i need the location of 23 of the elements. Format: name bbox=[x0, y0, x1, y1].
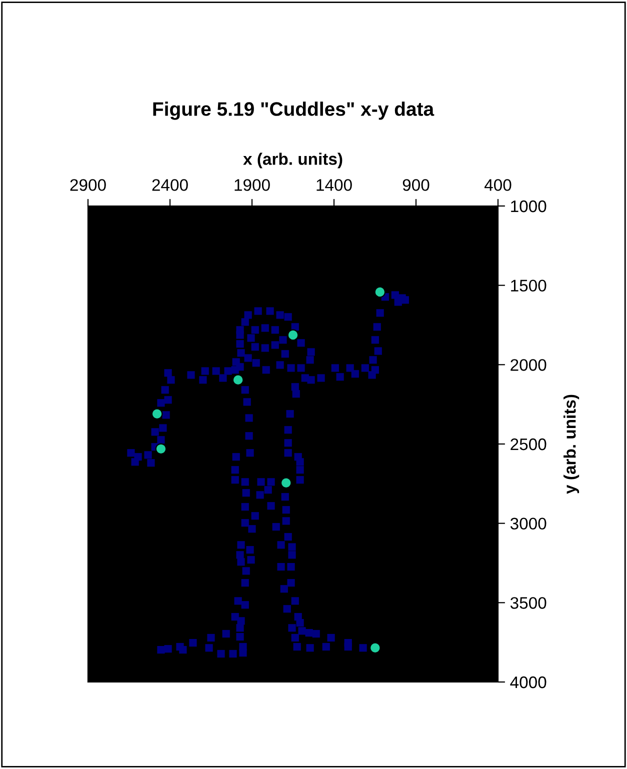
y-tick-label: 1500 bbox=[511, 280, 546, 292]
y-axis-title: y (arb. units) bbox=[564, 394, 580, 494]
point bbox=[374, 286, 386, 298]
y-tick-label: 2500 bbox=[510, 438, 546, 450]
chart-title: Figure 5.19 "Cuddles" x-y data bbox=[153, 102, 434, 120]
x-axis-title: x (arb. units) bbox=[243, 152, 342, 168]
y-tick-label: 3500 bbox=[510, 597, 546, 609]
point bbox=[155, 443, 167, 455]
point bbox=[232, 374, 244, 386]
x-tick-label: 2400 bbox=[152, 179, 188, 191]
y-tick-label: 3000 bbox=[510, 518, 546, 530]
x-tick-label: 2900 bbox=[70, 179, 106, 191]
point bbox=[369, 642, 381, 654]
x-tick-label: 1400 bbox=[316, 179, 352, 191]
x-tick-label: 900 bbox=[402, 179, 430, 191]
point bbox=[280, 477, 292, 489]
point bbox=[151, 408, 163, 420]
y-tick-label: 1000 bbox=[511, 200, 546, 212]
x-tick-label: 400 bbox=[484, 179, 512, 191]
x-tick-label: 1900 bbox=[234, 179, 270, 191]
y-tick-label: 2000 bbox=[510, 359, 546, 371]
y-tick-label: 4000 bbox=[510, 676, 546, 688]
point bbox=[287, 329, 299, 341]
